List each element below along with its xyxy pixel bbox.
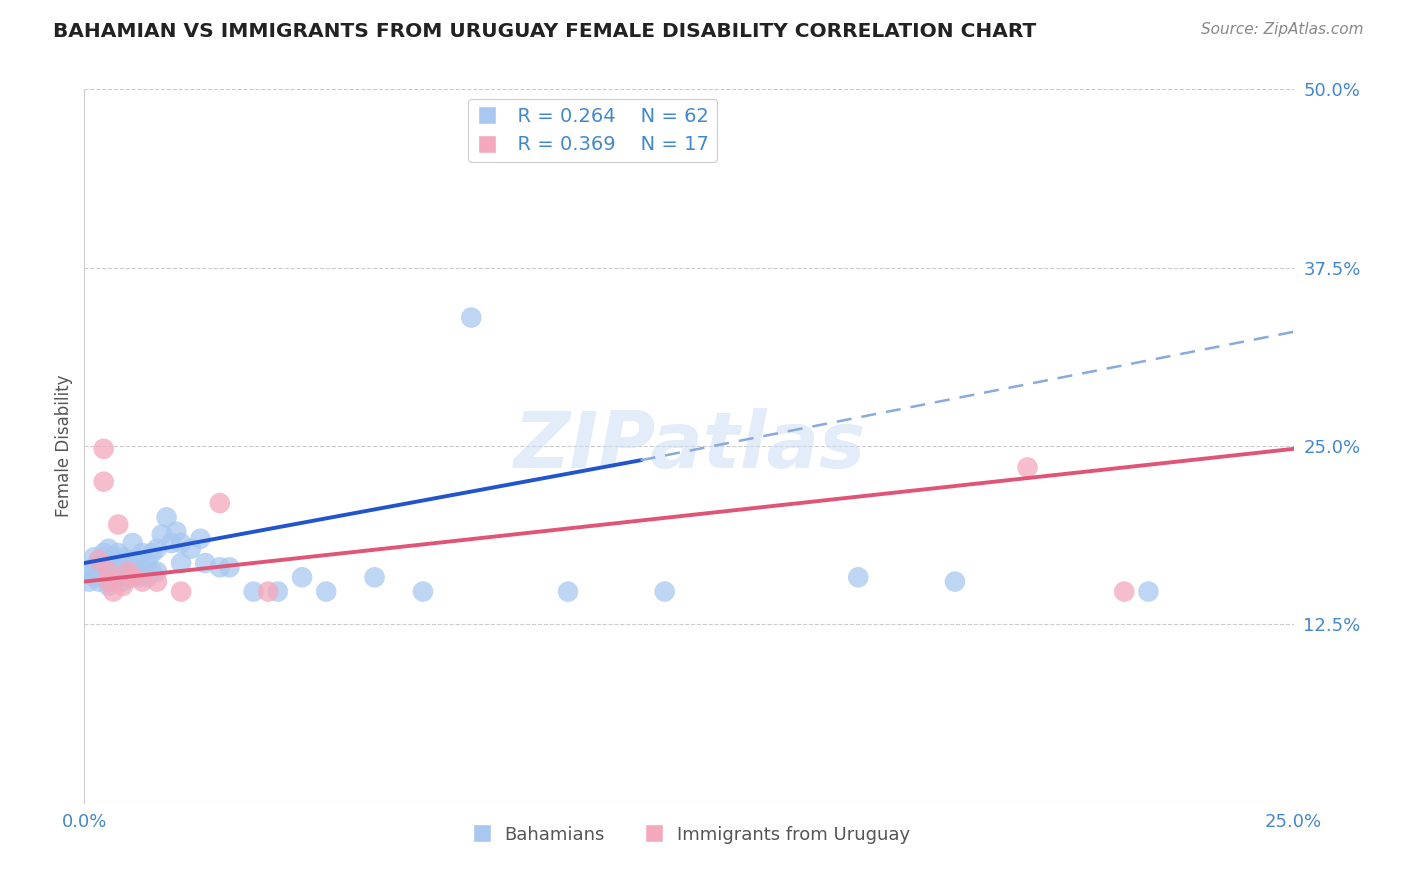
Point [97, 574, 120, 589]
Point [107, 560, 129, 574]
Point [97, 541, 120, 556]
Text: ZIPatlas: ZIPatlas [513, 408, 865, 484]
Point [83, 560, 105, 574]
Point [107, 546, 129, 560]
Point [131, 546, 153, 560]
Point [1017, 460, 1039, 475]
Point [112, 574, 135, 589]
Point [112, 579, 135, 593]
Point [208, 496, 231, 510]
Legend: Bahamians, Immigrants from Uruguay: Bahamians, Immigrants from Uruguay [461, 819, 917, 851]
Point [1114, 584, 1136, 599]
Point [1137, 584, 1160, 599]
Point [146, 541, 169, 556]
Point [93, 570, 115, 584]
Point [107, 570, 129, 584]
Point [654, 584, 676, 599]
Point [412, 584, 434, 599]
Point [131, 567, 153, 582]
Point [180, 541, 202, 556]
Point [103, 574, 125, 589]
Point [170, 584, 193, 599]
Point [103, 563, 125, 577]
Point [170, 556, 193, 570]
Point [121, 536, 143, 550]
Point [117, 556, 139, 570]
Point [117, 570, 139, 584]
Point [112, 565, 135, 579]
Point [170, 536, 193, 550]
Point [93, 546, 115, 560]
Point [136, 556, 159, 570]
Point [93, 560, 115, 574]
Point [97, 567, 120, 582]
Point [557, 584, 579, 599]
Point [87, 553, 110, 567]
Point [141, 546, 163, 560]
Point [107, 517, 129, 532]
Point [943, 574, 966, 589]
Point [194, 556, 217, 570]
Point [160, 536, 183, 550]
Text: BAHAMIAN VS IMMIGRANTS FROM URUGUAY FEMALE DISABILITY CORRELATION CHART: BAHAMIAN VS IMMIGRANTS FROM URUGUAY FEMA… [53, 22, 1036, 41]
Point [127, 570, 149, 584]
Point [146, 565, 169, 579]
Point [97, 579, 120, 593]
Y-axis label: Female Disability: Female Disability [55, 375, 73, 517]
Point [103, 550, 125, 565]
Point [117, 565, 139, 579]
Point [155, 510, 177, 524]
Point [218, 560, 240, 574]
Point [165, 524, 187, 539]
Point [83, 570, 105, 584]
Point [93, 475, 115, 489]
Text: Source: ZipAtlas.com: Source: ZipAtlas.com [1201, 22, 1364, 37]
Point [257, 584, 280, 599]
Point [93, 442, 115, 456]
Point [87, 574, 110, 589]
Point [83, 550, 105, 565]
Point [150, 527, 173, 541]
Point [131, 574, 153, 589]
Point [315, 584, 337, 599]
Point [146, 574, 169, 589]
Point [291, 570, 314, 584]
Point [846, 570, 869, 584]
Point [190, 532, 212, 546]
Point [87, 553, 110, 567]
Point [242, 584, 264, 599]
Point [97, 565, 120, 579]
Point [121, 567, 143, 582]
Point [112, 550, 135, 565]
Point [121, 570, 143, 584]
Point [141, 565, 163, 579]
Point [97, 556, 120, 570]
Point [121, 553, 143, 567]
Point [127, 556, 149, 570]
Point [363, 570, 385, 584]
Point [87, 565, 110, 579]
Point [103, 584, 125, 599]
Point [208, 560, 231, 574]
Point [136, 570, 159, 584]
Point [460, 310, 482, 325]
Point [267, 584, 290, 599]
Point [77, 565, 100, 579]
Point [77, 574, 100, 589]
